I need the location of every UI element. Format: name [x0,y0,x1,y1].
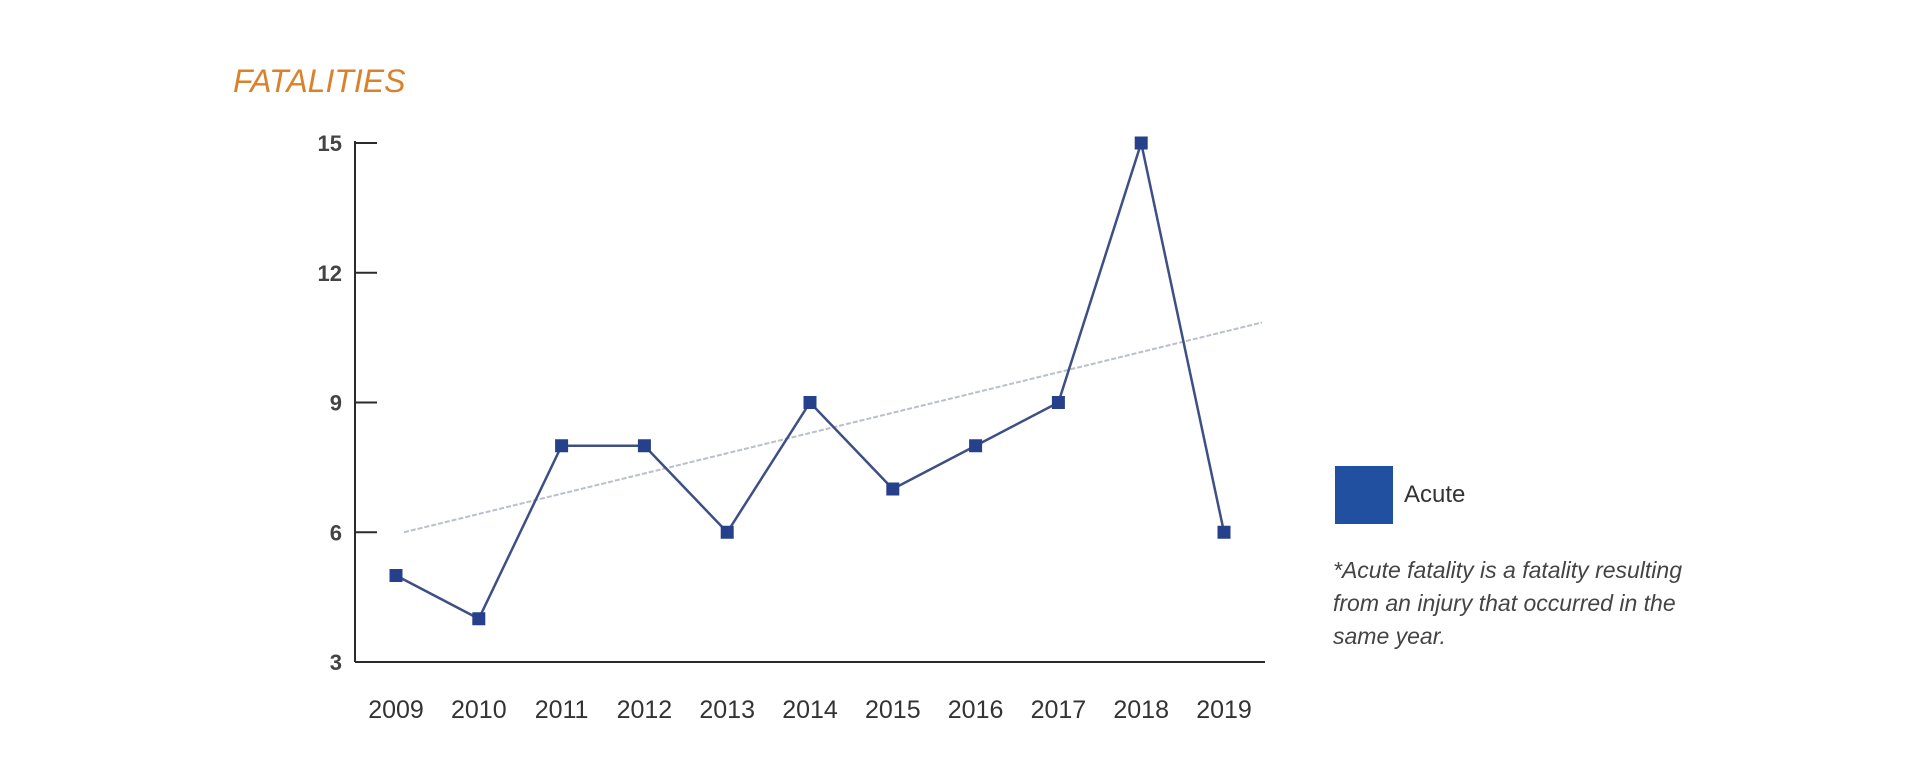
x-tick-label: 2013 [699,696,755,724]
chart-title: FATALITIES [233,63,405,99]
data-point-2012 [637,439,651,453]
data-point-2017 [1051,396,1065,409]
data-point-2013 [720,525,734,539]
data-point-2015 [886,482,900,496]
y-tick-label: 6 [330,520,342,545]
x-tick-label: 2014 [782,696,838,724]
axes [354,141,1265,663]
series-layer [389,136,1231,626]
legend: Acute [1335,466,1465,524]
x-tick-label: 2016 [948,696,1004,724]
data-point-2014 [803,396,817,409]
y-tick-label: 15 [318,131,342,156]
footnote: *Acute fatality is a fatality resulting … [1333,557,1682,649]
x-tick-label: 2009 [368,696,424,724]
y-tick-label: 3 [330,650,342,675]
tick-labels: 3 6 9 12 15 2009 2010 2011 2012 2013 2014 2015 2016 2… [318,131,1252,724]
data-point-2010 [472,612,486,626]
x-tick-label: 2010 [451,696,507,724]
x-tick-label: 2017 [1031,696,1087,724]
x-tick-label: 2015 [865,696,921,724]
data-point-2009 [389,569,403,582]
x-tick-label: 2012 [617,696,673,724]
series-line-acute [395,138,1226,621]
data-point-2019 [1217,525,1231,539]
x-tick-label: 2011 [535,696,589,724]
legend-swatch-acute [1335,466,1393,524]
data-point-2011 [555,439,569,453]
x-tick-label: 2019 [1196,696,1252,724]
y-tick-label: 12 [318,261,342,286]
data-point-2018 [1134,136,1148,150]
data-point-2016 [969,439,983,453]
x-tick-label: 2018 [1113,696,1169,724]
y-tick-label: 9 [330,391,342,416]
legend-label-acute: Acute [1404,481,1466,508]
